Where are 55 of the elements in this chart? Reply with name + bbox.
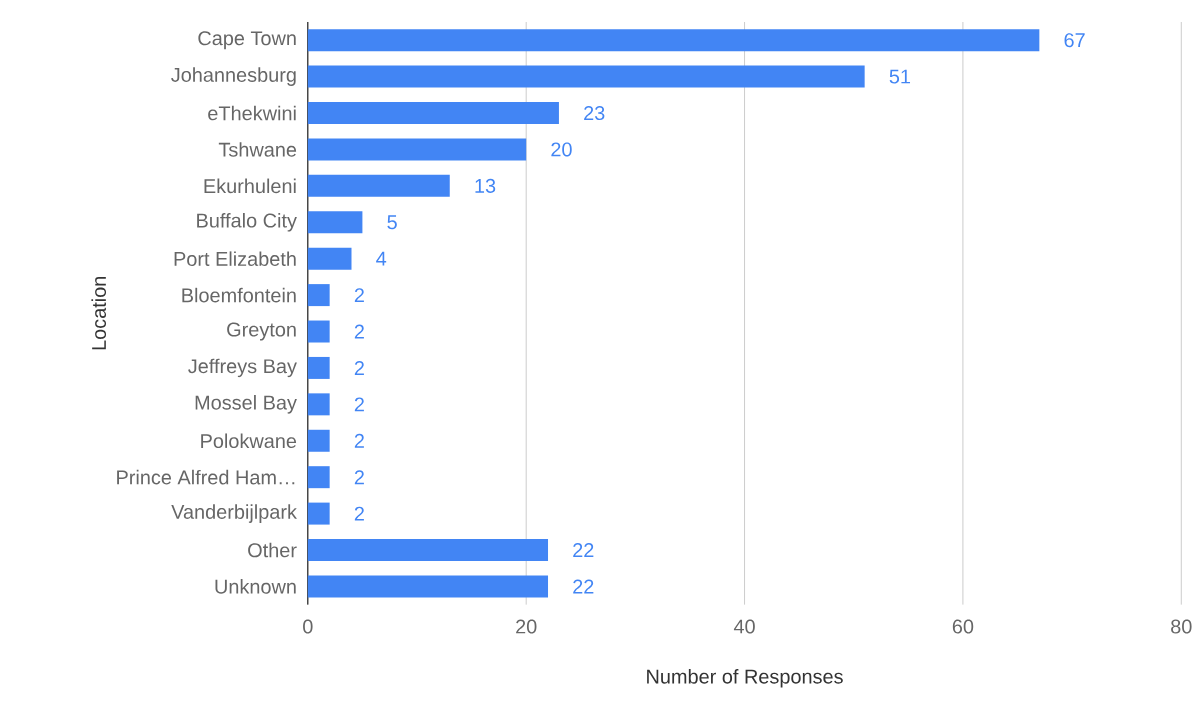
bar [307, 138, 527, 161]
bar [307, 211, 363, 234]
bar [307, 575, 549, 598]
bar [307, 502, 330, 525]
data-label: 2 [354, 470, 364, 485]
y-tick-label: Prince Alfred Ham… [117, 470, 295, 485]
data-label: 20 [551, 142, 572, 157]
y-tick-label: Port Elizabeth [174, 251, 296, 267]
y-tick-label: Tshwane [218, 142, 297, 157]
y-tick-label: Buffalo City [197, 213, 297, 232]
y-tick-label: Unknown [215, 579, 296, 594]
x-tick-label: 0 [303, 619, 313, 634]
y-tick-label: Greyton [227, 322, 296, 341]
data-label: 2 [354, 506, 364, 521]
bar [307, 284, 330, 307]
data-label: 5 [387, 215, 397, 230]
x-tick-label: 40 [733, 619, 755, 634]
data-label: 22 [573, 579, 594, 594]
bar [307, 175, 450, 198]
y-tick-label: Bloemfontein [182, 288, 296, 303]
data-label: 4 [376, 252, 387, 266]
x-tick-label: 60 [952, 619, 974, 634]
data-label: 51 [889, 69, 911, 84]
data-label: 13 [475, 179, 496, 194]
x-tick-label: 20 [516, 619, 537, 634]
bar [307, 247, 352, 270]
y-tick-label: Mossel Bay [195, 395, 297, 414]
bar [307, 320, 330, 343]
x-tick-label: 80 [1171, 619, 1192, 634]
data-label: 2 [354, 434, 364, 448]
bar [307, 65, 865, 88]
y-tick-label: Jeffreys Bay [188, 358, 297, 378]
data-label: 2 [354, 288, 364, 303]
bar [307, 29, 1040, 52]
bar [307, 393, 330, 416]
data-label: 23 [584, 106, 605, 121]
y-tick-label: Cape Town [198, 31, 296, 50]
y-axis-title: Location [91, 277, 107, 350]
y-tick-label: Johannesburg [171, 67, 296, 87]
y-tick-label: Ekurhuleni [204, 178, 296, 194]
data-label: 22 [573, 543, 594, 558]
data-label: 2 [354, 361, 364, 376]
data-label: 67 [1064, 33, 1085, 48]
bar [307, 539, 549, 562]
y-tick-label: Other [248, 542, 297, 558]
bar [307, 357, 330, 380]
data-label: 2 [354, 397, 364, 412]
bar [307, 429, 330, 452]
bar [307, 102, 559, 125]
y-tick-label: Vanderbijlpark [171, 504, 297, 524]
x-axis-title: Number of Responses [647, 669, 843, 688]
bar [307, 466, 330, 489]
data-label: 2 [354, 324, 364, 339]
y-tick-label: Polokwane [201, 433, 297, 449]
y-tick-label: eThekwini [208, 105, 296, 121]
